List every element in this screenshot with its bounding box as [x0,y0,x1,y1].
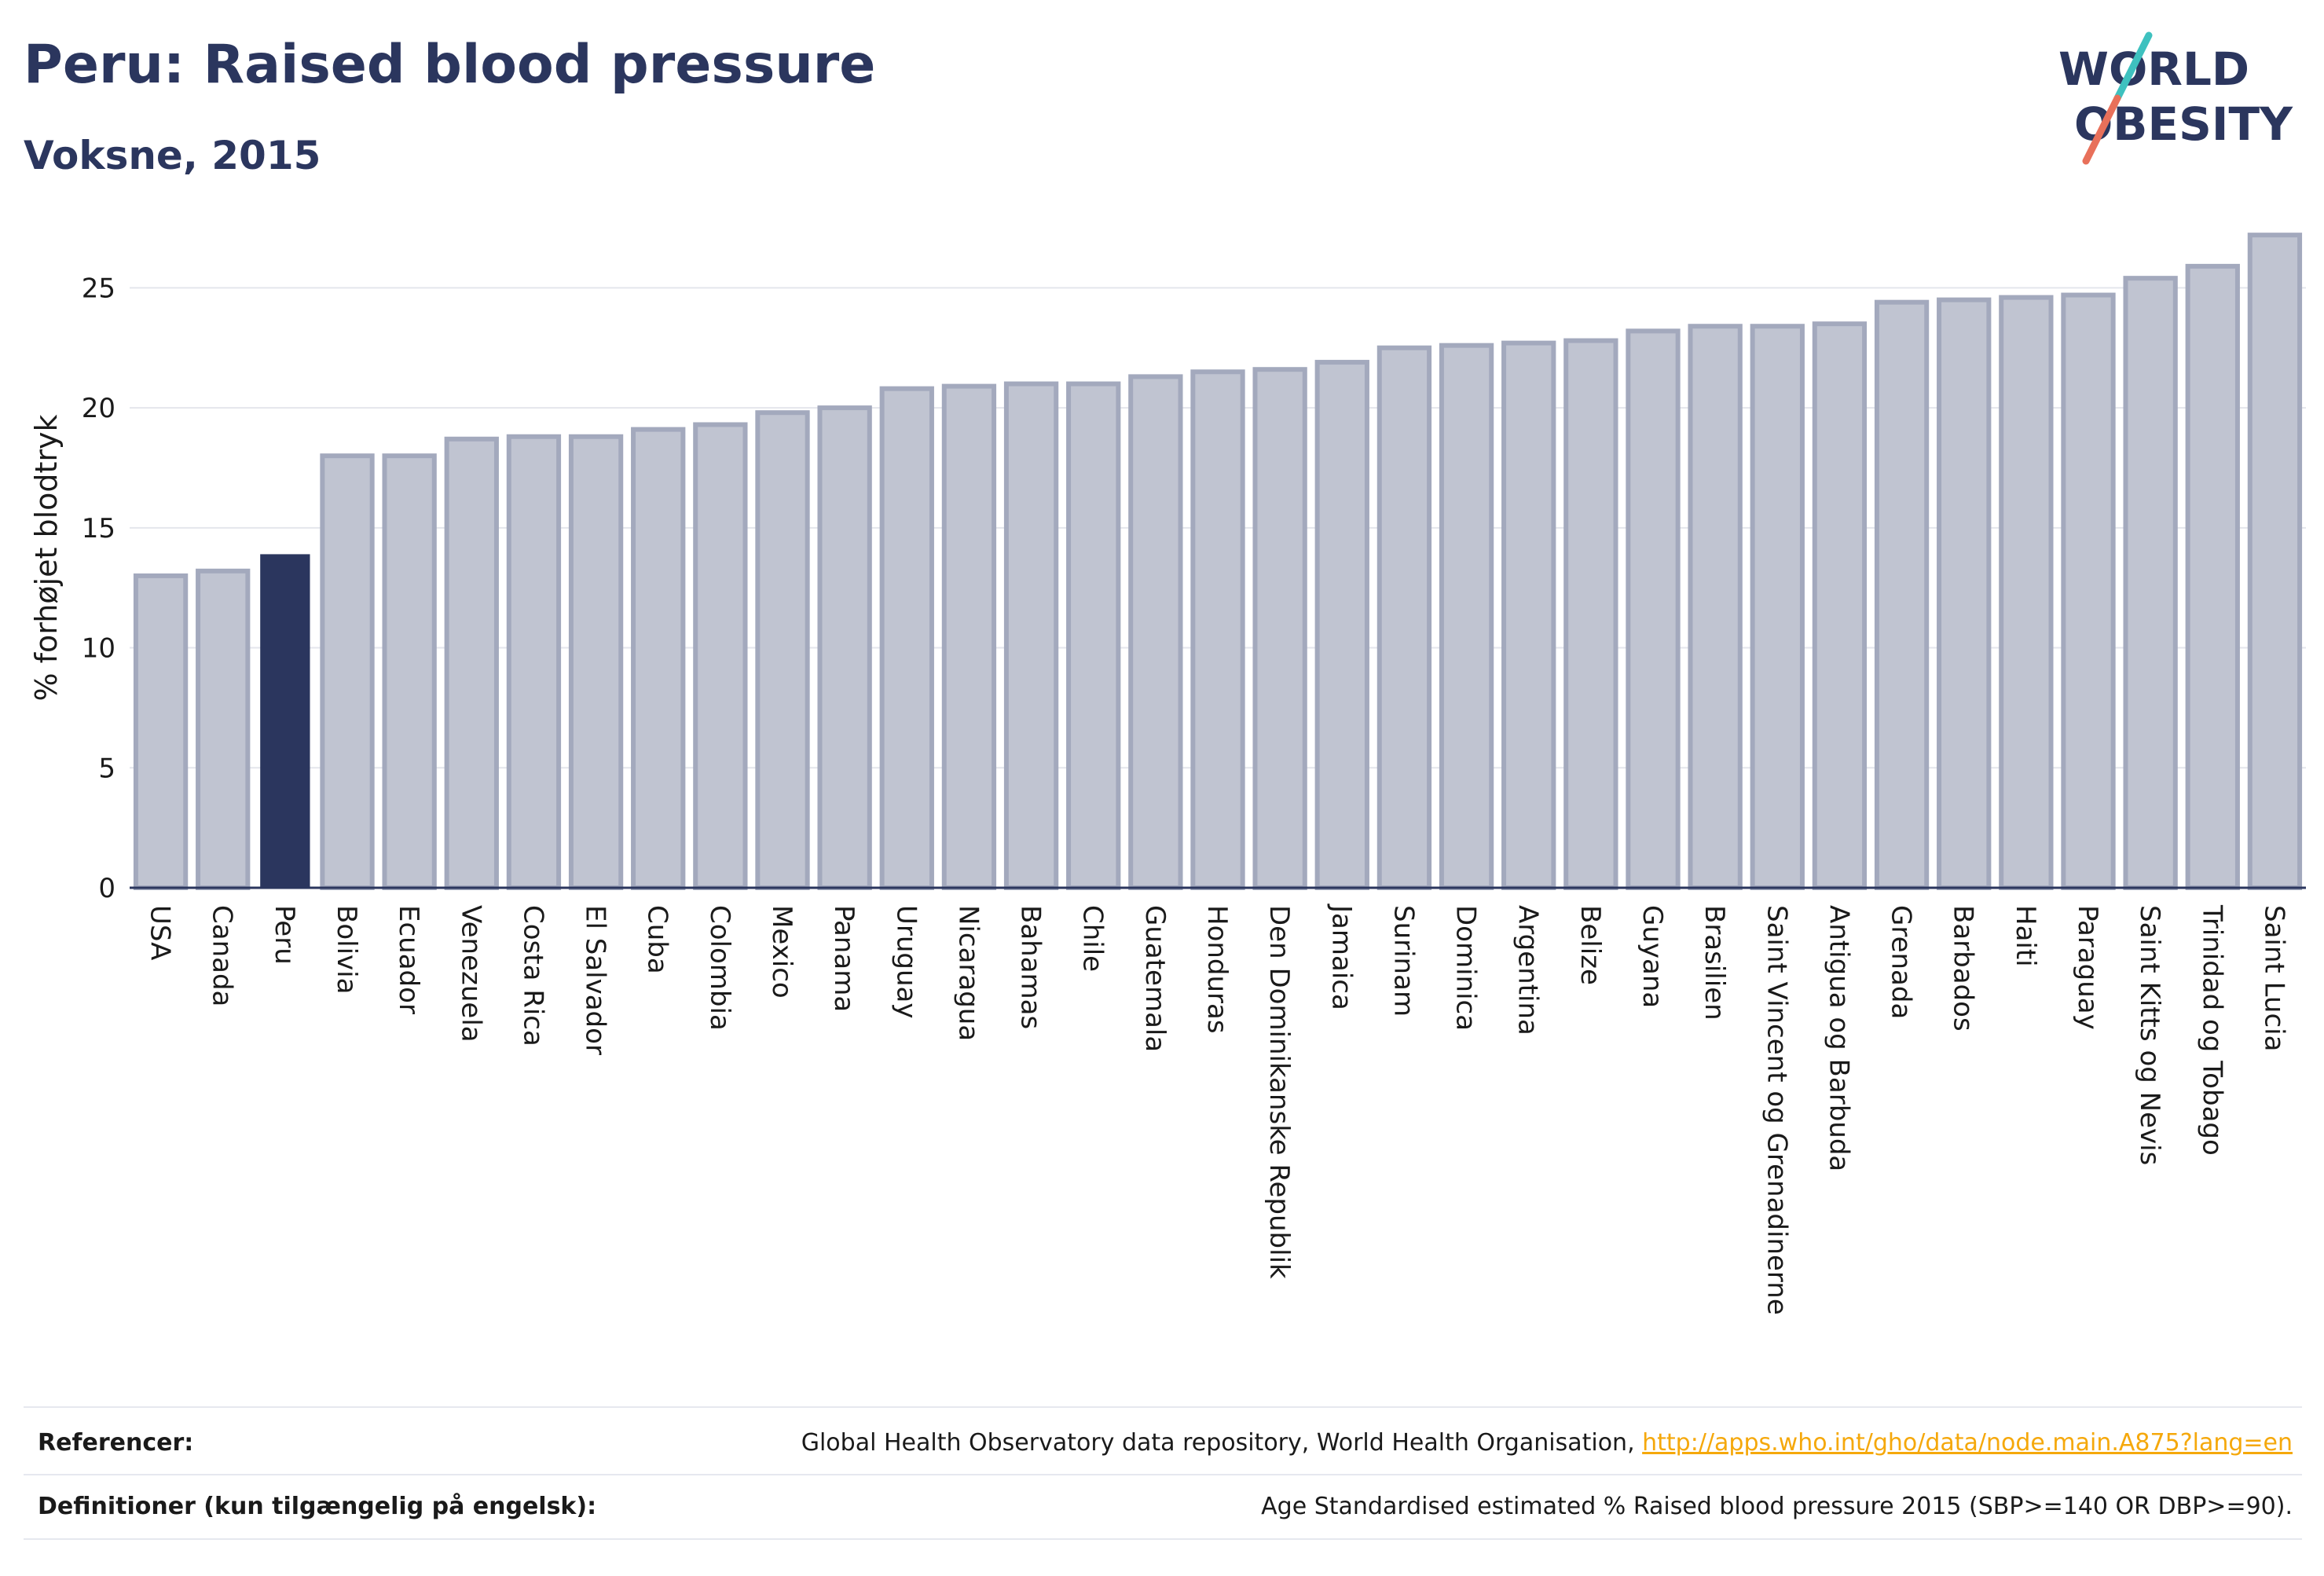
bar-guyana[interactable] [1626,328,1681,890]
x-tick-label: Saint Lucia [2258,905,2289,1051]
bar-mexico[interactable] [755,410,810,890]
definitions-label: Definitioner (kun tilgængelig på engelsk… [38,1493,597,1520]
x-tick-label: Guyana [1637,905,1668,1008]
bar-grenada[interactable] [1874,299,1930,890]
x-tick-label: Belize [1574,905,1606,985]
references-text: Global Health Observatory data repositor… [801,1429,1643,1457]
x-tick-label: Paraguay [2072,905,2103,1030]
x-tick-label: Uruguay [890,905,922,1019]
x-tick-label: Antigua og Barbuda [1823,905,1854,1171]
bar-saint-kitts-og-nevis[interactable] [2123,276,2178,890]
footer-divider-middle [24,1474,2302,1475]
y-tick-label: 15 [82,513,115,544]
references-label: Referencer: [38,1429,194,1457]
x-tick-label: Grenada [1886,905,1917,1019]
footer-divider-bottom [24,1538,2302,1540]
footer-references-row: Referencer: Global Health Observatory da… [38,1412,2293,1475]
x-tick-label: Peru [269,905,300,965]
x-tick-label: Panama [828,905,860,1012]
bar-trinidad-og-tobago[interactable] [2185,263,2240,890]
bar-saint-vincent-og-grenadinerne[interactable] [1750,324,1805,890]
chart-title: Peru: Raised blood pressure [24,34,876,96]
bar-honduras[interactable] [1190,369,1245,891]
x-tick-label: Brasilien [1699,905,1730,1021]
x-tick-label: El Salvador [580,905,611,1055]
bar-paraguay[interactable] [2061,292,2116,890]
bar-haiti[interactable] [1999,295,2054,890]
x-tick-label: Canada [207,905,238,1006]
y-axis-label: % forhøjet blodtryk [29,414,64,701]
bar-surinam[interactable] [1376,345,1432,890]
definitions-value: Age Standardised estimated % Raised bloo… [1261,1493,2293,1520]
x-tick-label: Den Dominikanske Republik [1263,905,1295,1279]
x-tick-label: Saint Vincent og Grenadinerne [1761,905,1792,1315]
x-tick-label: Guatemala [1139,905,1171,1052]
x-tick-label: Dominica [1450,905,1482,1031]
x-tick-label: Honduras [1201,905,1233,1034]
x-axis-labels: USA Canada Peru Bolivia Ecuador Venezuela Cost… [145,903,2290,1315]
bar-brasilien[interactable] [1688,324,1743,890]
bars [133,233,2303,891]
bar-venezuela[interactable] [444,436,499,890]
y-tick-label: 0 [98,873,115,904]
x-tick-label: Haiti [2010,905,2041,967]
world-obesity-logo: WORLD OBESITY [2058,31,2293,165]
y-axis-ticks: 0 5 10 15 20 25 [82,273,115,904]
x-tick-label: Mexico [766,905,797,999]
x-tick-label: Ecuador [393,905,424,1014]
bar-jamaica[interactable] [1314,360,1369,890]
x-tick-label: Trinidad og Tobago [2196,904,2227,1156]
x-tick-label: Bolivia [331,905,362,994]
references-value: Global Health Observatory data repositor… [801,1429,2293,1457]
bar-bahamas[interactable] [1003,381,1059,890]
footer-definitions-row: Definitioner (kun tilgængelig på engelsk… [38,1475,2293,1538]
references-link[interactable]: http://apps.who.int/gho/data/node.main.A… [1642,1429,2293,1457]
y-tick-label: 25 [82,273,115,304]
footer-divider-top [24,1406,2302,1408]
bar-barbados[interactable] [1937,297,1992,890]
y-tick-label: 5 [98,753,115,784]
x-tick-label: USA [145,905,176,960]
x-tick-label: Jamaica [1325,903,1357,1010]
bar-antigua-og-barbuda[interactable] [1812,321,1868,890]
bar-el-salvador[interactable] [568,434,624,890]
bar-den-dominikanske-republik[interactable] [1252,367,1307,890]
bar-canada[interactable] [196,568,251,890]
bar-argentina[interactable] [1501,340,1556,891]
bar-peru[interactable] [260,554,310,888]
x-tick-label: Cuba [642,905,673,974]
y-tick-label: 10 [82,633,115,665]
chart-subtitle: Voksne, 2015 [24,133,321,178]
bar-uruguay[interactable] [879,386,934,890]
x-tick-label: Barbados [1948,905,1979,1032]
x-tick-label: Nicaragua [952,905,984,1041]
bar-chart: 0 5 10 15 20 25 USA Canada Peru Bolivia Ecuador Ve… [29,233,2306,1315]
bar-usa[interactable] [133,573,189,891]
x-tick-label: Argentina [1512,905,1544,1035]
bar-saint-lucia[interactable] [2247,233,2303,890]
x-tick-label: Venezuela [455,905,486,1043]
y-tick-label: 20 [82,393,115,424]
bar-bolivia[interactable] [320,453,375,890]
bar-nicaragua[interactable] [941,383,997,891]
x-tick-label: Colombia [704,905,735,1031]
bar-cuba[interactable] [631,427,686,890]
logo-slash-bottom [2082,94,2121,165]
logo-line1: WORLD [2058,42,2249,96]
bar-ecuador[interactable] [382,453,437,890]
x-tick-label: Costa Rica [517,905,548,1046]
x-tick-label: Bahamas [1015,905,1047,1029]
bar-chile[interactable] [1066,381,1121,890]
bar-belize[interactable] [1563,338,1618,890]
logo-slash-top [2113,31,2153,102]
bar-colombia[interactable] [693,422,748,890]
x-tick-label: Surinam [1387,905,1419,1017]
bar-dominica[interactable] [1439,343,1494,890]
x-tick-label: Saint Kitts og Nevis [2134,905,2165,1165]
bar-costa-rica[interactable] [506,434,562,890]
bar-panama[interactable] [817,405,872,890]
x-tick-label: Chile [1077,905,1109,972]
bar-guatemala[interactable] [1128,374,1183,890]
